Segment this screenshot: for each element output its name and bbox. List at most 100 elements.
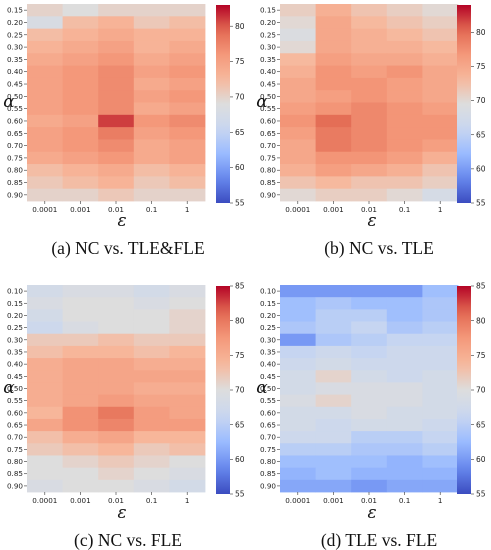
heatmap-cell bbox=[169, 127, 206, 140]
x-tick-label: 0.0001 bbox=[32, 496, 57, 505]
y-tick-label: 0.45 bbox=[260, 372, 276, 381]
colorbar-tick-label: 75 bbox=[235, 57, 245, 66]
heatmap-cell bbox=[351, 53, 388, 66]
heatmap-cell bbox=[280, 345, 316, 359]
heatmap-cell bbox=[98, 479, 135, 493]
heatmap-cell bbox=[422, 90, 459, 103]
heatmap-cell bbox=[315, 176, 352, 190]
heatmap-cell bbox=[62, 479, 99, 493]
heatmap-cell bbox=[169, 455, 206, 469]
heatmap-cell bbox=[62, 382, 99, 395]
heatmap-cell bbox=[169, 90, 206, 103]
heatmap-cell bbox=[98, 358, 135, 371]
y-tick-label: 0.30 bbox=[260, 335, 276, 344]
heatmap-cell bbox=[280, 382, 316, 395]
heatmap-cell bbox=[62, 370, 99, 383]
panel-caption: (c) NC vs. FLE bbox=[74, 530, 182, 550]
y-tick-label: 0.10 bbox=[7, 287, 23, 296]
x-tick-label: 0.0001 bbox=[285, 205, 310, 214]
heatmap-cell bbox=[169, 418, 206, 432]
y-tick-label: 0.75 bbox=[260, 153, 276, 162]
heatmap-cell bbox=[386, 16, 423, 30]
heatmap-cell bbox=[351, 176, 388, 190]
colorbar-tick-label: 70 bbox=[235, 93, 245, 102]
heatmap-cell bbox=[386, 77, 423, 91]
heatmap-cell bbox=[27, 345, 63, 359]
heatmap-cell bbox=[133, 53, 170, 66]
heatmap-cell bbox=[27, 77, 63, 91]
heatmap-cell bbox=[386, 321, 423, 335]
heatmap-cell bbox=[280, 102, 316, 116]
y-tick-label: 0.65 bbox=[260, 129, 276, 138]
colorbar-tick-label: 55 bbox=[476, 490, 486, 499]
y-tick-label: 0.70 bbox=[7, 141, 23, 150]
y-tick-label: 0.75 bbox=[7, 153, 23, 162]
y-tick-label: 0.15 bbox=[260, 6, 276, 15]
y-tick-label: 0.65 bbox=[7, 129, 23, 138]
heatmap-cell bbox=[315, 164, 352, 177]
heatmap-cell bbox=[351, 406, 388, 420]
y-tick-label: 0.90 bbox=[7, 481, 23, 490]
heatmap-cell bbox=[62, 77, 99, 91]
y-tick-label: 0.10 bbox=[260, 287, 276, 296]
y-tick-label: 0.50 bbox=[260, 384, 276, 393]
heatmap-cell bbox=[27, 479, 63, 493]
heatmap-cell bbox=[351, 102, 388, 116]
heatmap-cell bbox=[98, 345, 135, 359]
heatmap-cell bbox=[27, 16, 63, 30]
y-tick-label: 0.45 bbox=[260, 80, 276, 89]
heatmap-cell bbox=[351, 345, 388, 359]
x-axis-label: ε bbox=[117, 211, 126, 231]
heatmap-cell bbox=[422, 188, 459, 202]
colorbar-tick-label: 60 bbox=[235, 455, 245, 464]
heatmap-cell bbox=[422, 443, 459, 456]
heatmap-cell bbox=[351, 297, 388, 310]
heatmap-cell bbox=[422, 139, 459, 153]
heatmap-cell bbox=[169, 321, 206, 335]
y-tick-label: 0.25 bbox=[260, 30, 276, 39]
heatmap-cell bbox=[280, 77, 316, 91]
y-tick-label: 0.70 bbox=[260, 141, 276, 150]
heatmap-cell bbox=[27, 382, 63, 395]
heatmap-cell bbox=[133, 418, 170, 432]
y-tick-label: 0.70 bbox=[7, 433, 23, 442]
heatmap-cell bbox=[422, 16, 459, 30]
heatmap-cell bbox=[98, 370, 135, 383]
heatmap-cell bbox=[133, 333, 170, 347]
heatmap-cell bbox=[62, 358, 99, 371]
colorbar bbox=[216, 286, 230, 494]
heatmap-cell bbox=[98, 151, 135, 165]
heatmap-cell bbox=[315, 4, 352, 17]
heatmap-cell bbox=[133, 102, 170, 116]
heatmap-cell bbox=[27, 127, 63, 140]
y-tick-label: 0.25 bbox=[7, 323, 23, 332]
heatmap-cell bbox=[133, 114, 170, 128]
heatmap-cell bbox=[351, 127, 388, 140]
heatmap-cell bbox=[27, 431, 63, 444]
heatmap-cell bbox=[280, 321, 316, 335]
y-tick-label: 0.45 bbox=[7, 80, 23, 89]
heatmap-cell bbox=[98, 297, 135, 310]
x-tick-label: 0.01 bbox=[361, 496, 377, 505]
heatmap-cell bbox=[315, 358, 352, 371]
heatmap-cell bbox=[280, 431, 316, 444]
heatmap-cell bbox=[98, 114, 135, 128]
heatmap-cell bbox=[280, 455, 316, 469]
heatmap-cell bbox=[280, 309, 316, 322]
heatmap-cell bbox=[422, 333, 459, 347]
heatmap-cell bbox=[351, 164, 388, 177]
heatmap-cell bbox=[422, 151, 459, 165]
heatmap-cell bbox=[27, 28, 63, 42]
heatmap-cell bbox=[169, 285, 206, 298]
y-tick-label: 0.60 bbox=[7, 408, 23, 417]
y-tick-label: 0.15 bbox=[7, 299, 23, 308]
x-tick-label: 0.01 bbox=[108, 496, 124, 505]
y-tick-label: 0.20 bbox=[7, 311, 23, 320]
heatmap-cell bbox=[280, 176, 316, 190]
heatmap-cell bbox=[315, 65, 352, 79]
heatmap-cell bbox=[315, 53, 352, 66]
heatmap-cell bbox=[133, 188, 170, 202]
heatmap-cell bbox=[386, 285, 423, 298]
heatmap-cell bbox=[422, 309, 459, 322]
heatmap-cell bbox=[315, 139, 352, 153]
